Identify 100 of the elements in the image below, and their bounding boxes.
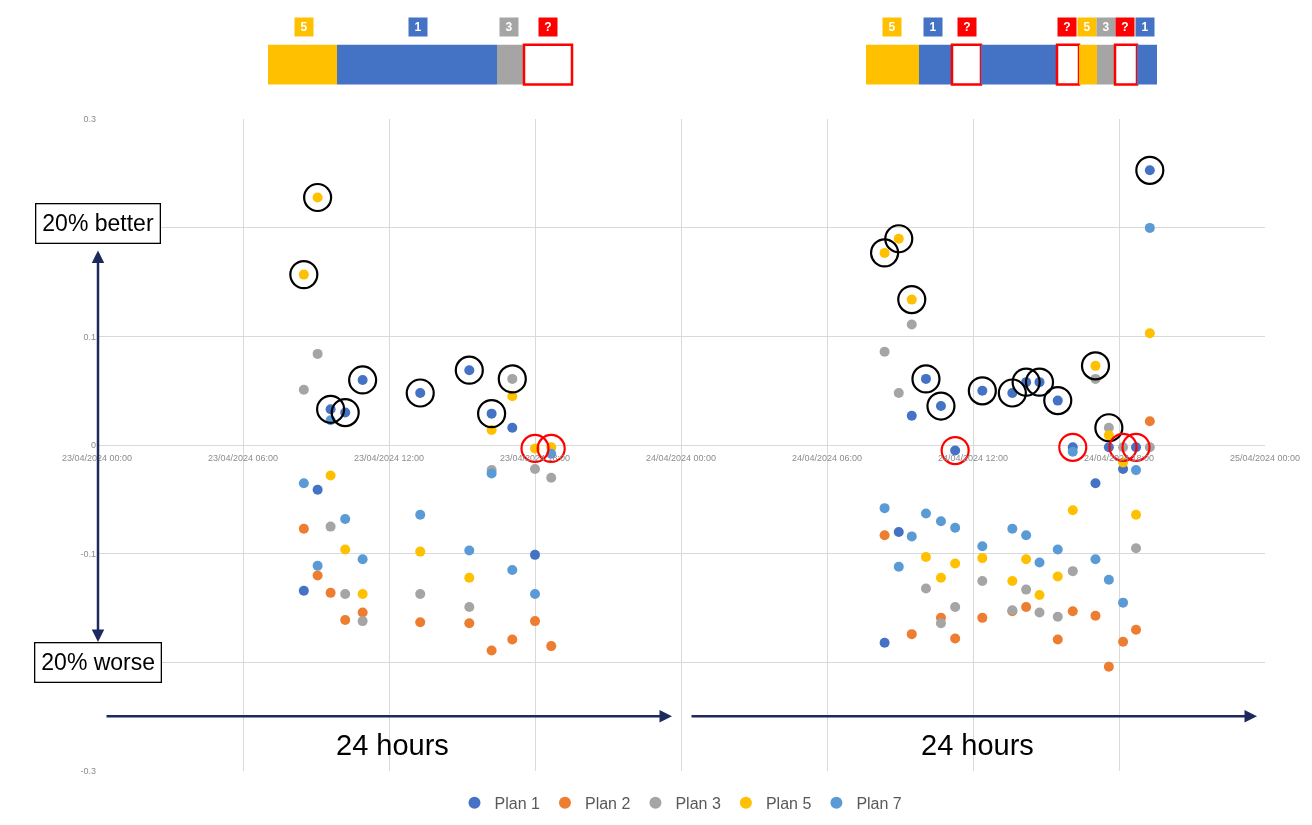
point	[325, 587, 336, 598]
x-tick-label: 23/04/2024 06:00	[207, 453, 279, 464]
point	[920, 508, 931, 519]
text: 3	[1102, 20, 1110, 34]
point	[464, 618, 475, 629]
point	[357, 588, 368, 599]
point	[357, 554, 368, 565]
annotation: 20% worse	[41, 649, 156, 676]
point	[464, 601, 475, 612]
point	[1090, 610, 1101, 621]
text: ?	[1121, 20, 1129, 34]
point	[1052, 571, 1063, 582]
point	[1024, 367, 1055, 397]
point	[340, 514, 351, 524]
point	[1090, 554, 1101, 565]
point	[1052, 611, 1063, 622]
point	[935, 516, 946, 527]
point	[330, 397, 360, 428]
point	[415, 588, 426, 599]
annotation: 24 hours	[921, 729, 1034, 761]
point	[884, 224, 914, 254]
point	[546, 472, 557, 483]
point	[897, 284, 927, 315]
point	[1021, 554, 1032, 565]
text: 1	[414, 20, 422, 34]
point	[950, 633, 961, 644]
legend-label: Plan 3	[675, 794, 721, 812]
point	[1103, 430, 1114, 441]
point	[1094, 413, 1124, 443]
point	[870, 238, 900, 268]
point	[893, 561, 904, 572]
point	[1131, 465, 1142, 476]
x-tick-label: 25/04/2024 00:00	[1229, 453, 1301, 464]
point	[906, 531, 917, 542]
point	[1067, 566, 1078, 577]
point	[893, 388, 904, 398]
point	[1144, 222, 1155, 233]
point	[1131, 624, 1142, 635]
point	[486, 645, 497, 656]
point	[530, 464, 540, 475]
point	[303, 182, 333, 213]
point	[906, 629, 917, 640]
point	[1034, 607, 1045, 618]
text: 1	[929, 20, 937, 34]
annotation: 24 hours	[336, 729, 449, 761]
point	[1007, 575, 1018, 586]
point	[1021, 530, 1032, 541]
point	[415, 509, 426, 520]
point	[935, 618, 946, 629]
point	[340, 588, 351, 599]
point	[405, 378, 435, 408]
point	[920, 552, 931, 563]
point	[977, 553, 988, 564]
legend-label: Plan 7	[856, 794, 902, 812]
point	[298, 523, 309, 534]
point	[879, 637, 890, 648]
point	[348, 365, 378, 395]
point	[1007, 523, 1018, 534]
point	[1090, 478, 1101, 489]
point	[340, 615, 351, 626]
point	[357, 616, 368, 627]
point	[1135, 155, 1165, 185]
point	[1080, 351, 1111, 381]
point	[893, 527, 904, 538]
point	[340, 544, 351, 555]
point	[967, 376, 997, 406]
text: ?	[1063, 20, 1071, 34]
y-tick-label: 0	[90, 440, 96, 451]
point	[546, 641, 557, 652]
point	[906, 410, 917, 421]
legend-label: Plan 5	[765, 794, 812, 812]
point	[1144, 416, 1155, 427]
text: ?	[963, 20, 971, 34]
point	[1131, 509, 1142, 520]
point	[879, 346, 890, 357]
point	[1103, 574, 1114, 585]
legend-label: Plan 2	[584, 794, 631, 812]
point	[906, 319, 917, 330]
point	[507, 634, 518, 645]
point	[1034, 557, 1045, 568]
point	[415, 546, 426, 557]
point	[950, 601, 961, 612]
point	[1021, 601, 1032, 612]
point	[316, 394, 346, 424]
x-tick-label: 23/04/2024 12:00	[353, 453, 425, 464]
point	[911, 364, 941, 394]
y-tick-label: 0.3	[83, 114, 96, 125]
point	[464, 572, 475, 583]
point	[1052, 634, 1063, 645]
point	[289, 260, 319, 290]
point	[920, 583, 931, 594]
text: 1	[1141, 20, 1149, 34]
point	[879, 530, 890, 541]
point	[935, 572, 946, 583]
text: 5	[888, 20, 896, 34]
point	[1103, 661, 1114, 672]
x-tick-label: 24/04/2024 06:00	[791, 453, 863, 464]
point	[1118, 636, 1129, 647]
point	[977, 575, 988, 586]
point	[1034, 590, 1045, 601]
